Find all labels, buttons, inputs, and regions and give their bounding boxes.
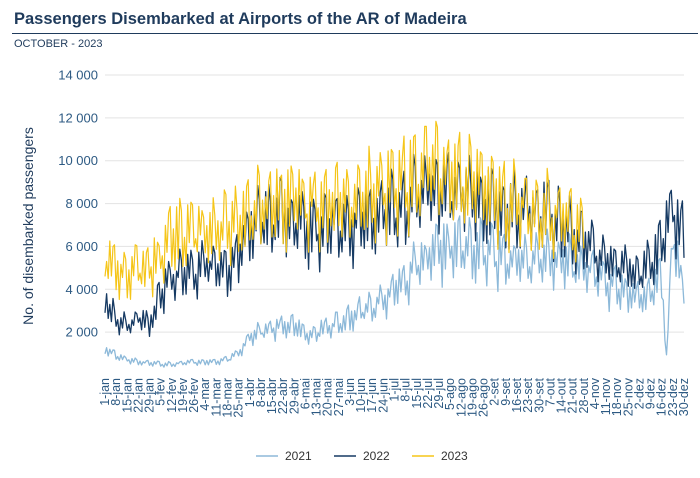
y-axis-ticks: 2 000 4 000 6 000 8 000 10 000 12 000 14 000 xyxy=(58,68,98,340)
x-tick-label: 8-jul xyxy=(399,378,413,402)
legend-label: 2022 xyxy=(363,449,390,463)
x-tick-label: 29-jul xyxy=(432,378,446,409)
x-tick-label: 2-set xyxy=(488,377,502,405)
x-tick-label: 19-ago xyxy=(465,378,479,417)
x-tick-label: 29-jan xyxy=(143,378,157,413)
x-tick-label: 15-jul xyxy=(410,378,424,409)
x-tick-label: 4-nov xyxy=(588,377,602,409)
x-tick-label: 23-dez xyxy=(666,378,680,416)
x-tick-label: 15-jan xyxy=(120,378,134,413)
legend-label: 2023 xyxy=(441,449,468,463)
x-tick-label: 29-abr xyxy=(287,378,301,414)
x-tick-label: 18-nov xyxy=(610,377,624,416)
x-tick-label: 6-mai xyxy=(298,378,312,409)
x-tick-label: 2-dez xyxy=(632,378,646,409)
y-tick-label: 2 000 xyxy=(65,325,98,340)
title-divider xyxy=(12,33,698,34)
x-tick-label: 22-jan xyxy=(131,378,145,413)
x-tick-label: 16-dez xyxy=(655,378,669,416)
legend: 2021 2022 2023 xyxy=(256,449,468,463)
x-tick-label: 30-dez xyxy=(677,378,691,416)
x-tick-label: 3-jun xyxy=(343,378,357,406)
x-tick-label: 7-out xyxy=(543,377,557,406)
x-tick-label: 11-nov xyxy=(599,377,613,415)
x-tick-label: 12-ago xyxy=(454,378,468,417)
x-tick-label: 18-mar xyxy=(220,378,234,418)
series-lines xyxy=(104,120,685,368)
x-tick-label: 1-jan xyxy=(98,378,112,406)
x-tick-label: 9-dez xyxy=(644,378,658,409)
x-tick-label: 10-jun xyxy=(354,378,368,413)
x-tick-label: 22-jul xyxy=(421,378,435,409)
x-tick-label: 25-mar xyxy=(232,378,246,418)
x-tick-label: 1-jul xyxy=(388,378,402,402)
x-tick-label: 20-mai xyxy=(321,378,335,416)
y-tick-label: 8 000 xyxy=(65,196,98,211)
x-tick-label: 14-out xyxy=(555,377,569,413)
x-tick-label: 26-ago xyxy=(477,378,491,417)
x-tick-label: 8-jan xyxy=(109,378,123,406)
x-tick-label: 8-abr xyxy=(254,378,268,407)
x-tick-label: 27-mai xyxy=(332,378,346,416)
x-tick-label: 23-set xyxy=(521,377,535,412)
y-tick-label: 6 000 xyxy=(65,239,98,254)
chart-title: Passengers Disembarked at Airports of th… xyxy=(14,10,467,28)
x-tick-label: 25-nov xyxy=(621,377,635,416)
series-line-2022 xyxy=(104,151,685,338)
x-tick-label: 24-jun xyxy=(376,378,390,413)
x-tick-label: 28-out xyxy=(577,377,591,413)
x-tick-label: 30-set xyxy=(532,377,546,412)
x-tick-label: 4-mar xyxy=(198,378,212,411)
x-tick-label: 5-fev xyxy=(154,377,168,406)
y-tick-label: 10 000 xyxy=(58,153,98,168)
series-line-2023 xyxy=(104,120,585,301)
y-tick-label: 14 000 xyxy=(58,68,98,83)
series-line-2021 xyxy=(104,215,685,368)
x-tick-label: 9-set xyxy=(499,377,513,405)
y-axis-label: No. of disembarked passengers xyxy=(20,127,36,325)
y-tick-label: 4 000 xyxy=(65,282,98,297)
x-tick-label: 1-abr xyxy=(243,378,257,407)
x-tick-label: 12-fev xyxy=(165,377,179,412)
x-tick-label: 19-fev xyxy=(176,377,190,412)
x-tick-label: 26-fev xyxy=(187,377,201,412)
legend-label: 2021 xyxy=(285,449,312,463)
x-tick-label: 15-abr xyxy=(265,378,279,414)
x-tick-label: 5-ago xyxy=(443,378,457,410)
x-tick-label: 16-set xyxy=(510,377,524,412)
chart-subtitle: OCTOBER - 2023 xyxy=(14,38,103,50)
x-tick-label: 13-mai xyxy=(310,378,324,416)
x-axis-ticks: 1-jan8-jan15-jan22-jan29-jan5-fev12-fev1… xyxy=(98,377,691,417)
x-tick-label: 22-abr xyxy=(276,378,290,414)
x-tick-label: 11-mar xyxy=(209,378,223,417)
x-tick-label: 17-jun xyxy=(365,378,379,413)
x-tick-label: 21-out xyxy=(566,377,580,413)
y-tick-label: 12 000 xyxy=(58,110,98,125)
